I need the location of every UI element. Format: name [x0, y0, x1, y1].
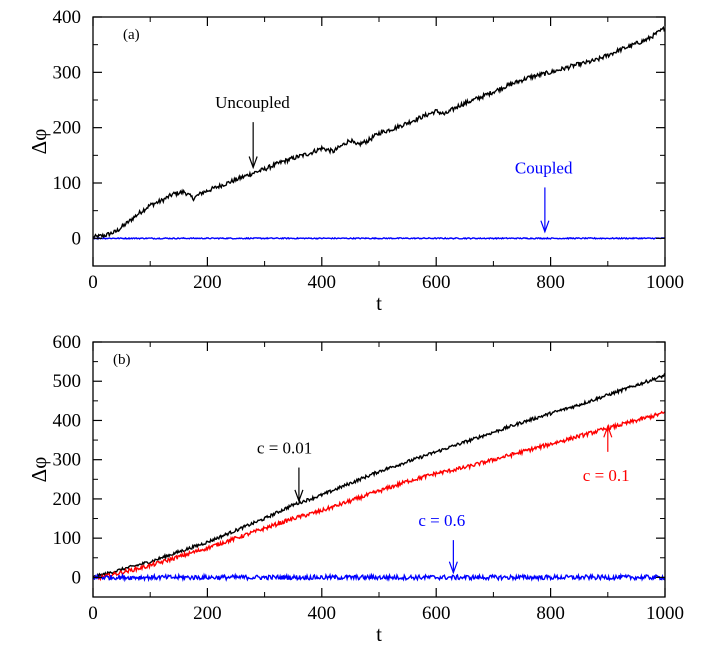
x-tick-label: 1000 — [646, 272, 684, 293]
panel-a: 0 200 400 600 800 1000 0 100 200 300 400 t Δφ (a) Unco… — [27, 7, 684, 315]
x-tick-label: 600 — [422, 603, 451, 624]
panel-label: (a) — [123, 27, 140, 43]
y-tick-label: 0 — [72, 228, 82, 249]
y-tick-label: 200 — [53, 118, 82, 139]
panel-b: 0 200 400 600 800 1000 0 100 200 300 400 500 600 t Δφ (… — [27, 332, 684, 645]
y-tick-label: 300 — [53, 62, 82, 83]
plot-frame — [92, 341, 666, 598]
series-uncoupled-line — [93, 25, 665, 241]
series-c-0-01-line — [93, 372, 665, 579]
x-axis-label: t — [376, 291, 382, 315]
annotation-label: c = 0.01 — [257, 439, 312, 458]
x-tick-label: 200 — [193, 603, 222, 624]
x-tick-label: 800 — [536, 603, 565, 624]
annotation-label: Uncoupled — [215, 93, 290, 112]
y-tick-label: 100 — [53, 173, 82, 194]
series-c-0-1-line — [93, 410, 665, 582]
y-axis-label: Δφ — [27, 129, 51, 155]
annotation-arrow-head — [248, 156, 258, 170]
series-coupled-line — [93, 236, 665, 240]
y-axis-label: Δφ — [27, 457, 51, 483]
plot-frame — [92, 16, 666, 267]
y-tick-label: 500 — [53, 371, 82, 392]
y-tick-label: 400 — [53, 7, 82, 28]
annotation-arrow-head — [448, 561, 458, 575]
y-tick-label: 600 — [53, 332, 82, 353]
series-c-0-6-line — [93, 572, 665, 583]
panel-label: (b) — [113, 352, 131, 368]
x-tick-label: 200 — [193, 272, 222, 293]
x-axis-label: t — [376, 622, 382, 645]
x-tick-label: 600 — [422, 272, 451, 293]
annotation-label: Coupled — [515, 158, 573, 177]
x-tick-label: 1000 — [646, 603, 684, 624]
annotation-label: c = 0.6 — [418, 511, 465, 530]
annotation-arrow-head — [540, 220, 550, 234]
x-tick-label: 800 — [536, 272, 565, 293]
annotation-label: c = 0.1 — [583, 466, 630, 485]
y-tick-label: 100 — [53, 528, 82, 549]
series-group — [93, 372, 665, 583]
x-tick-label: 0 — [88, 603, 98, 624]
y-tick-label: 300 — [53, 450, 82, 471]
y-tick-label: 200 — [53, 489, 82, 510]
y-tick-label: 400 — [53, 410, 82, 431]
x-tick-label: 400 — [308, 272, 337, 293]
y-tick-label: 0 — [72, 567, 82, 588]
series-group — [93, 25, 665, 241]
annotation-arrow-head — [603, 424, 613, 438]
annotation-arrow-head — [294, 489, 304, 503]
x-tick-label: 0 — [88, 272, 98, 293]
x-tick-label: 400 — [308, 603, 337, 624]
